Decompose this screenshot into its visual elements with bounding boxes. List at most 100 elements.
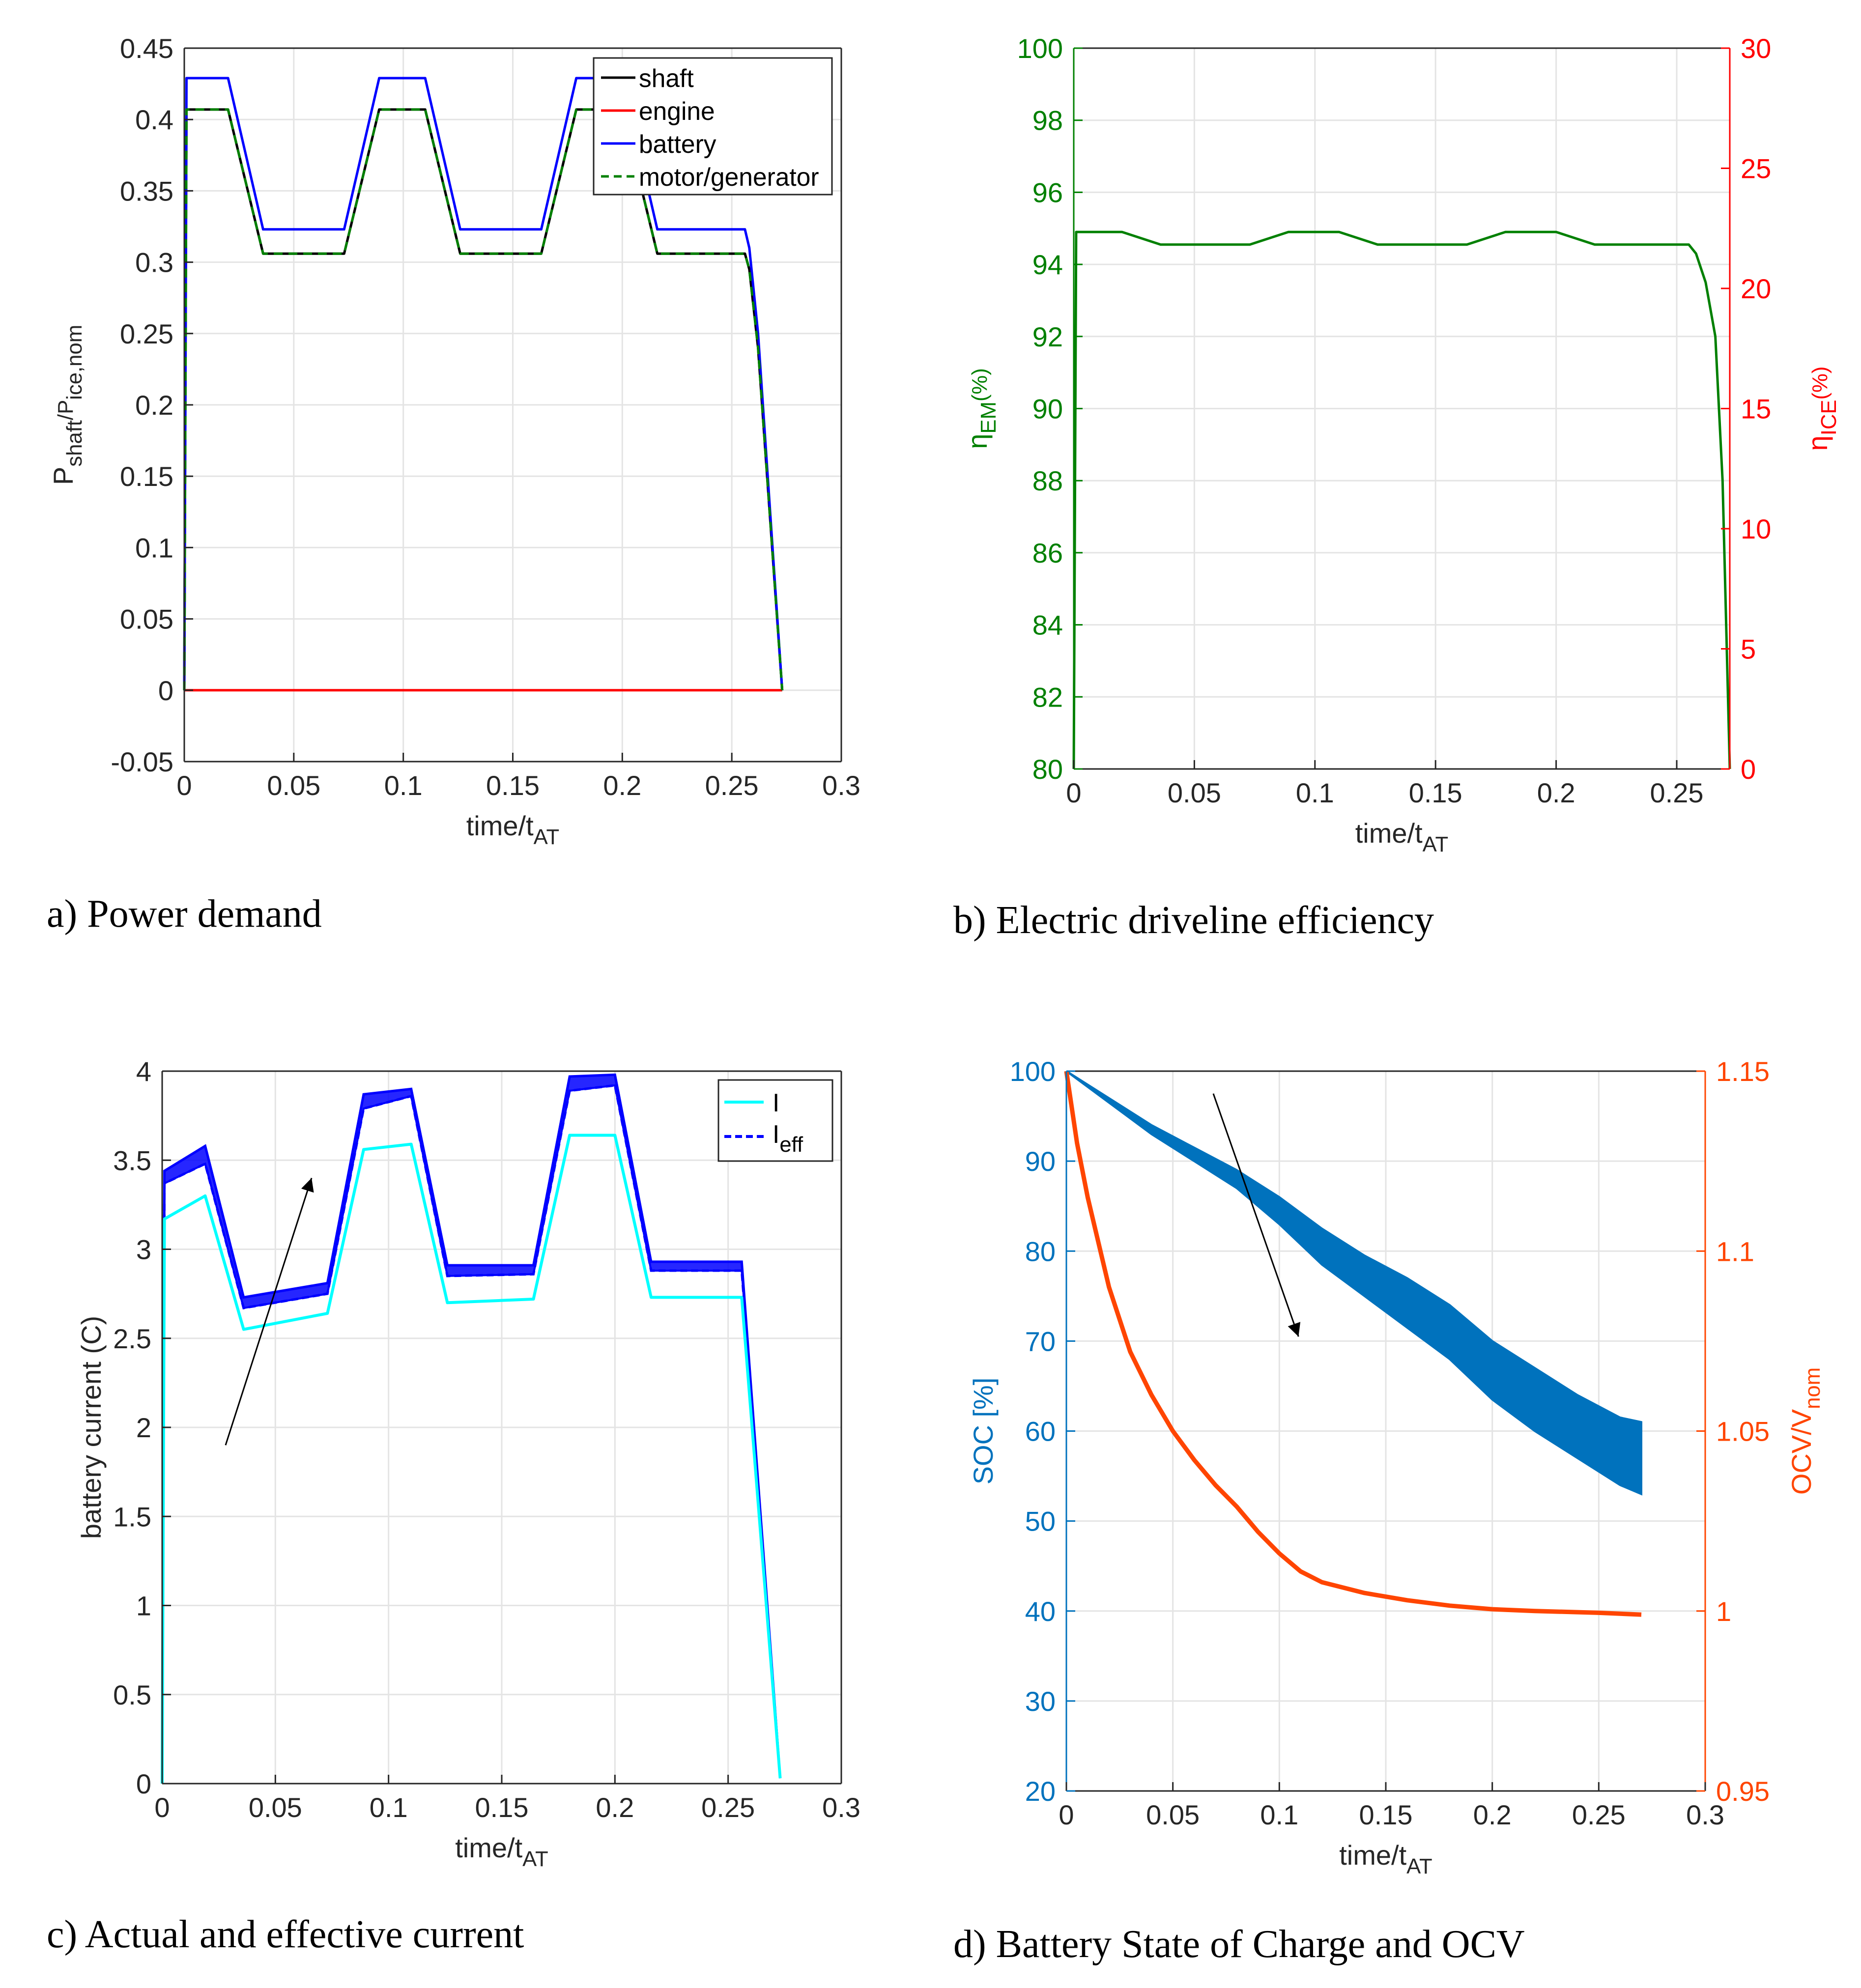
d-xtick-label-6: 0.3 [1686, 1799, 1724, 1830]
b-xlabel-sub: AT [1423, 832, 1449, 856]
a-ytick-label-4: 0.15 [120, 461, 173, 492]
caption-c: c) Actual and effective current [47, 1913, 524, 1956]
d-ytickl-label-1: 30 [1025, 1686, 1056, 1717]
d-ytickr-label-4: 1.15 [1716, 1056, 1770, 1087]
a-series-3 [183, 108, 784, 690]
d-soc-last-line [1065, 1070, 1642, 1495]
b-ytickl-label-4: 88 [1032, 465, 1063, 496]
b-ylabel-right-unit: (%) [1808, 367, 1832, 400]
d-soc-first-line [1065, 1070, 1642, 1423]
b-ylabel-left-unit: (%) [968, 368, 992, 401]
a-xtick-label-6: 0.3 [822, 770, 860, 801]
d-xtick-label-2: 0.1 [1260, 1799, 1298, 1830]
c-legend-label-0: I [773, 1088, 779, 1117]
caption-d: d) Battery State of Charge and OCV [953, 1923, 1525, 1966]
b-ytickr-label-6: 30 [1741, 33, 1771, 64]
panel-a-power-demand: 0 0.05 0.1 0.15 0.2 0.25 0.3-0.0500.050.10.150… [48, 33, 860, 849]
b-ytickl-label-8: 96 [1032, 177, 1063, 208]
b-ytickl-label-6: 92 [1032, 321, 1063, 352]
c-ytick-label-0: 0 [136, 1768, 151, 1799]
b-ytickr-label-0: 0 [1741, 754, 1756, 785]
c-xtick-label-6: 0.3 [822, 1792, 860, 1823]
b-ytickr-label-4: 20 [1741, 273, 1771, 304]
d-ylabel-left: SOC [%] [968, 1378, 999, 1485]
b-ylabel-left: ηEM(%) [962, 368, 1001, 449]
b-ytickr-label-5: 25 [1741, 153, 1771, 184]
panel-d-soc-ocv: 0 0.05 0.1 0.15 0.2 0.25 0.3203040506070809010… [968, 1056, 1825, 1878]
d-xtick-label-3: 0.15 [1359, 1799, 1413, 1830]
b-ylabel-right-eta: η [1802, 435, 1833, 451]
d-ytickl-label-4: 60 [1025, 1416, 1056, 1447]
c-legend-label-1-sub: eff [779, 1133, 803, 1157]
d-ytickl-label-6: 80 [1025, 1236, 1056, 1267]
d-ytickr-label-3: 1.1 [1716, 1236, 1754, 1267]
a-xtick-label-1: 0.05 [267, 770, 320, 801]
b-xtick-label-3: 0.15 [1409, 777, 1462, 808]
a-ytick-label-5: 0.2 [135, 390, 173, 421]
c-ieff-band [161, 1074, 781, 1784]
b-ytickl-label-1: 82 [1032, 682, 1063, 712]
a-series-0 [183, 108, 784, 690]
d-ylabel-right: OCV/Vnom [1786, 1367, 1825, 1495]
a-ylabel-p: P [48, 467, 79, 485]
c-xlabel-main: time/t [455, 1832, 522, 1863]
panel-c-current: 0 0.05 0.1 0.15 0.2 0.25 0.3 0 0.5 1 1.5 2 2.5 3 3.5 4 t… [76, 1056, 860, 1871]
c-ytick-label-3: 1.5 [113, 1501, 151, 1532]
a-legend-label-3: motor/generator [639, 163, 819, 191]
c-xtick-label-1: 0.05 [249, 1792, 302, 1823]
a-ytick-label-7: 0.3 [135, 247, 173, 278]
a-ylabel-sub1: shaft [62, 420, 86, 467]
d-ytickr-label-2: 1.05 [1716, 1416, 1770, 1447]
a-ytick-label-8: 0.35 [120, 175, 173, 206]
d-ylabel-right-sub: nom [1801, 1367, 1825, 1409]
d-arrow [1212, 1093, 1301, 1337]
c-legend-label-1: Ieff [773, 1120, 803, 1157]
b-xlabel-main: time/t [1355, 818, 1423, 849]
c-ytick-label-7: 3.5 [113, 1145, 151, 1176]
c-ytick-label-8: 4 [136, 1056, 151, 1087]
b-ytickl-label-9: 98 [1032, 105, 1063, 136]
a-xtick-label-4: 0.2 [603, 770, 641, 801]
d-xlabel: time/tAT [1339, 1840, 1432, 1878]
d-xtick-label-5: 0.25 [1572, 1799, 1626, 1830]
b-ytickl-label-0: 80 [1032, 754, 1063, 785]
c-legend-box [717, 1079, 833, 1162]
b-ylabel-left-eta: η [962, 434, 993, 449]
d-xtick-label-1: 0.05 [1146, 1799, 1200, 1830]
a-ytick-label-1: 0 [158, 675, 173, 706]
b-xtick-label-1: 0.05 [1168, 777, 1221, 808]
a-xtick-label-3: 0.15 [486, 770, 540, 801]
b-ylabel-right-sub: ICE [1817, 399, 1841, 435]
a-ylabel-mid: /P [54, 400, 78, 420]
a-legend-box [593, 57, 833, 196]
d-ytickl-label-3: 50 [1025, 1506, 1056, 1537]
b-ytickr-label-2: 10 [1741, 513, 1771, 544]
a-xtick-label-2: 0.1 [384, 770, 423, 801]
b-ytickl-label-3: 86 [1032, 538, 1063, 568]
a-ytick-label-2: 0.05 [120, 604, 173, 635]
a-legend-label-1: engine [639, 97, 715, 125]
a-xlabel-sub: AT [534, 825, 560, 849]
a-ytick-label-10: 0.45 [120, 33, 173, 64]
b-ytickl-label-7: 94 [1032, 249, 1063, 280]
a-ylabel: Pshaft/Pice,nom [48, 325, 86, 485]
d-ytickl-label-2: 40 [1025, 1596, 1056, 1627]
b-ytickr-label-3: 15 [1741, 394, 1771, 425]
c-ieff-low-line [161, 1084, 782, 1784]
a-xtick-label-5: 0.25 [705, 770, 759, 801]
b-ytickr-label-1: 5 [1741, 634, 1756, 665]
c-xtick-label-3: 0.15 [475, 1792, 529, 1823]
b-xtick-label-2: 0.1 [1296, 777, 1334, 808]
a-legend-label-2: battery [639, 130, 716, 158]
b-xtick-label-0: 0 [1066, 777, 1081, 808]
c-xlabel-sub: AT [522, 1847, 548, 1871]
b-xtick-label-4: 0.2 [1537, 777, 1575, 808]
a-ytick-label-9: 0.4 [135, 104, 173, 135]
a-xtick-label-0: 0 [176, 770, 192, 801]
d-ocv-line [1064, 1071, 1642, 1617]
c-ytick-label-6: 3 [136, 1234, 151, 1265]
a-xlabel: time/tAT [466, 810, 560, 849]
c-xtick-label-4: 0.2 [596, 1792, 634, 1823]
c-xtick-label-5: 0.25 [701, 1792, 755, 1823]
